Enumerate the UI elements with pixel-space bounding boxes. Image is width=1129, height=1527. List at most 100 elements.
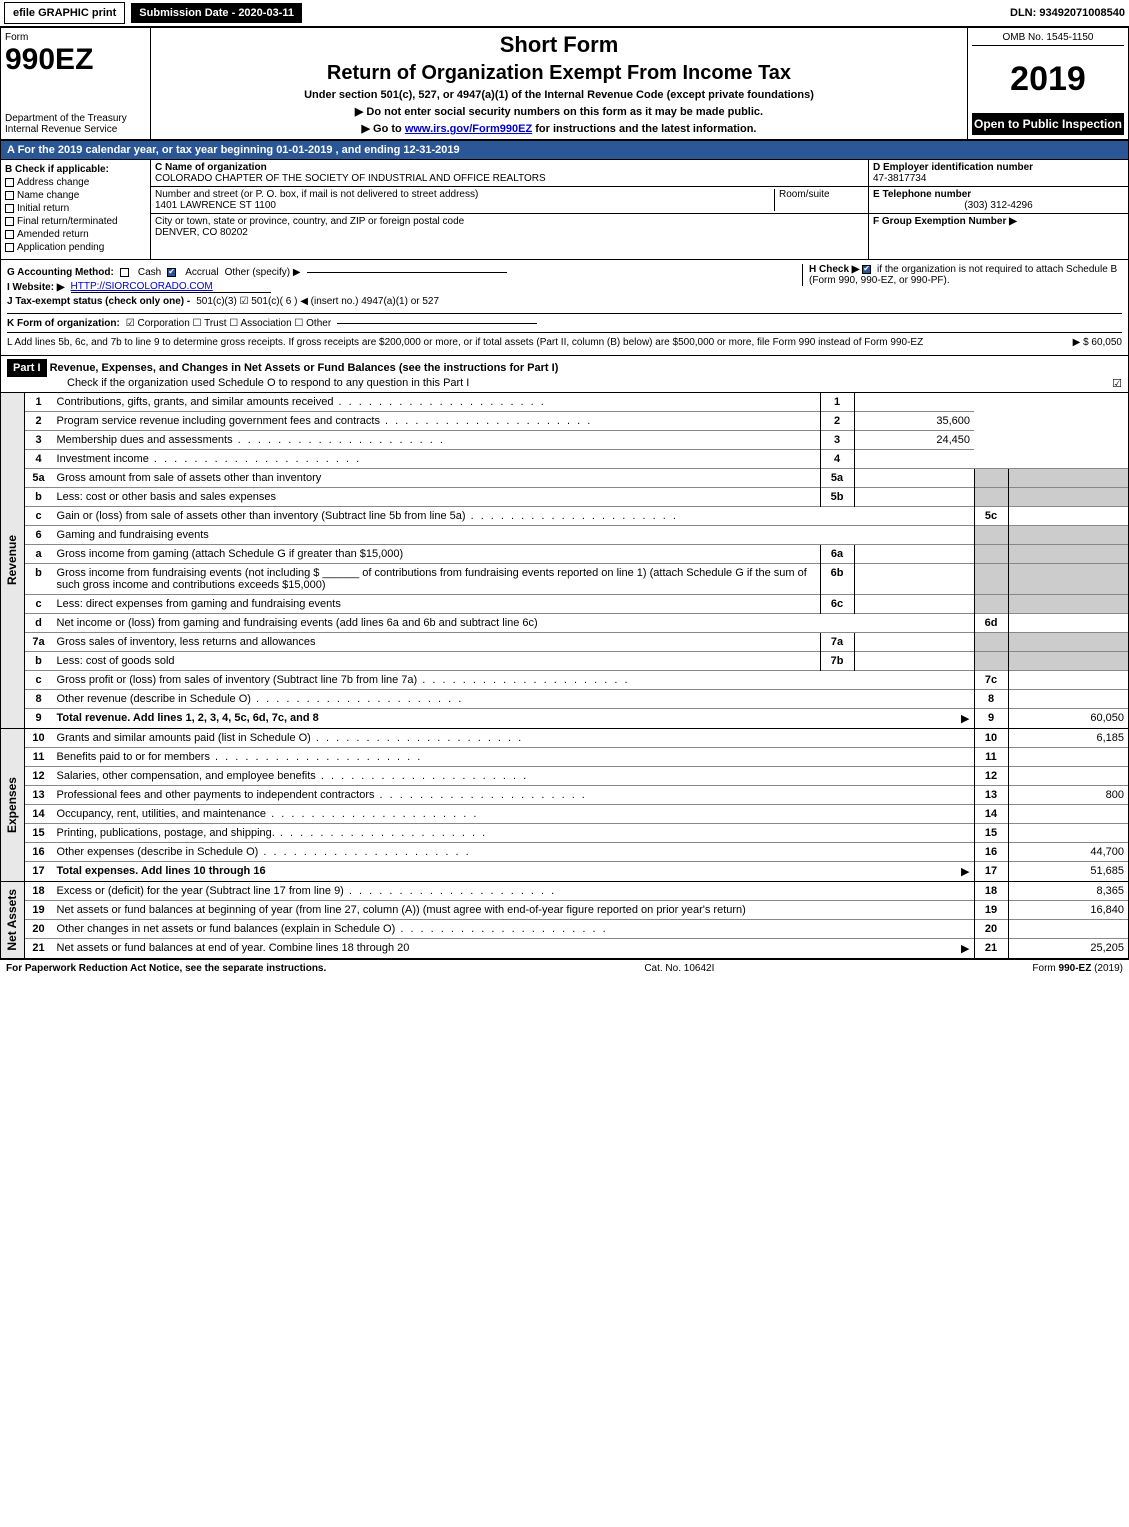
other-specify-input[interactable] xyxy=(307,272,507,273)
line-2-ref: 2 xyxy=(820,412,854,431)
line-6a-sub: 6a xyxy=(820,545,854,564)
line-14-desc: Occupancy, rent, utilities, and maintena… xyxy=(53,805,974,824)
org-street: 1401 LAWRENCE ST 1100 xyxy=(155,200,276,211)
form-subtitle: Under section 501(c), 527, or 4947(a)(1)… xyxy=(304,89,814,101)
line-6b-sub: 6b xyxy=(820,564,854,595)
line-6a-desc: Gross income from gaming (attach Schedul… xyxy=(53,545,820,564)
line-6-shadeval xyxy=(1008,526,1128,545)
efile-print-button[interactable]: efile GRAPHIC print xyxy=(4,2,125,24)
form-org-label: K Form of organization: xyxy=(7,318,120,329)
line-9-num: 9 xyxy=(25,709,53,729)
part-1-check-text: Check if the organization used Schedule … xyxy=(67,377,469,389)
phone-label: E Telephone number xyxy=(873,189,971,200)
dept-label: Department of the Treasury Internal Reve… xyxy=(5,113,146,135)
line-6d-ref: 6d xyxy=(974,614,1008,633)
line-18-desc: Excess or (deficit) for the year (Subtra… xyxy=(53,882,974,901)
line-6d-desc: Net income or (loss) from gaming and fun… xyxy=(53,614,974,633)
opt-accrual: Accrual xyxy=(185,267,218,278)
opt-application-pending: Application pending xyxy=(17,242,104,253)
line-18-ref: 18 xyxy=(974,882,1008,901)
line-7a-subval xyxy=(854,633,974,652)
part-1-title: Revenue, Expenses, and Changes in Net As… xyxy=(50,362,559,374)
line-6c-shade xyxy=(974,595,1008,614)
line-4-ref: 4 xyxy=(820,450,854,469)
line-5b-subval xyxy=(854,488,974,507)
checkbox-name-change[interactable] xyxy=(5,191,14,200)
footer-cat-no: Cat. No. 10642I xyxy=(644,963,714,974)
instructions-link[interactable]: ▶ Go to www.irs.gov/Form990EZ for instru… xyxy=(362,122,757,135)
checkbox-accrual[interactable] xyxy=(167,268,176,277)
line-13-num: 13 xyxy=(25,786,53,805)
line-10-num: 10 xyxy=(25,729,53,748)
line-19-num: 19 xyxy=(25,901,53,920)
line-3-ref: 3 xyxy=(820,431,854,450)
opt-name-change: Name change xyxy=(17,190,79,201)
line-16-num: 16 xyxy=(25,843,53,862)
phone-value: (303) 312-4296 xyxy=(873,200,1124,211)
form-org-other-input[interactable] xyxy=(337,323,537,324)
line-6-shade xyxy=(974,526,1008,545)
opt-initial-return: Initial return xyxy=(17,203,69,214)
line-13-desc: Professional fees and other payments to … xyxy=(53,786,974,805)
box-d: D Employer identification number 47-3817… xyxy=(869,160,1128,187)
part-1-header: Part I Revenue, Expenses, and Changes in… xyxy=(0,356,1129,393)
line-5c-num: c xyxy=(25,507,53,526)
checkbox-final-return[interactable] xyxy=(5,217,14,226)
street-label: Number and street (or P. O. box, if mail… xyxy=(155,189,478,200)
line-5a-sub: 5a xyxy=(820,469,854,488)
line-19-desc: Net assets or fund balances at beginning… xyxy=(53,901,974,920)
line-6-desc: Gaming and fundraising events xyxy=(53,526,974,545)
line-14-ref: 14 xyxy=(974,805,1008,824)
checkbox-initial-return[interactable] xyxy=(5,204,14,213)
box-h-label: H Check ▶ xyxy=(809,264,859,275)
line-9-ref: 9 xyxy=(974,709,1008,729)
ein-value: 47-3817734 xyxy=(873,173,926,184)
line-7b-sub: 7b xyxy=(820,652,854,671)
line-6c-sub: 6c xyxy=(820,595,854,614)
footer-left: For Paperwork Reduction Act Notice, see … xyxy=(6,963,326,974)
checkbox-application-pending[interactable] xyxy=(5,243,14,252)
line-5a-num: 5a xyxy=(25,469,53,488)
box-c: C Name of organization COLORADO CHAPTER … xyxy=(151,160,868,259)
checkbox-schedule-b[interactable] xyxy=(862,265,871,274)
line-a-tax-year: A For the 2019 calendar year, or tax yea… xyxy=(0,140,1129,160)
arrow-icon: ▶ xyxy=(961,942,969,955)
line-10-val: 6,185 xyxy=(1008,729,1128,748)
line-14-val xyxy=(1008,805,1128,824)
meta-block: H Check ▶ if the organization is not req… xyxy=(0,260,1129,356)
line-11-num: 11 xyxy=(25,748,53,767)
box-f: F Group Exemption Number ▶ xyxy=(869,214,1128,229)
room-label: Room/suite xyxy=(779,189,830,200)
checkbox-cash[interactable] xyxy=(120,268,129,277)
box-i: I Website: ▶ HTTP://SIORCOLORADO.COM xyxy=(7,281,802,293)
line-7c-val xyxy=(1008,671,1128,690)
org-city: DENVER, CO 80202 xyxy=(155,227,248,238)
box-l: L Add lines 5b, 6c, and 7b to line 9 to … xyxy=(7,332,1122,348)
line-10-desc: Grants and similar amounts paid (list in… xyxy=(53,729,974,748)
line-21-ref: 21 xyxy=(974,939,1008,959)
line-7c-ref: 7c xyxy=(974,671,1008,690)
line-6-num: 6 xyxy=(25,526,53,545)
line-9-val: 60,050 xyxy=(1008,709,1128,729)
box-e: E Telephone number (303) 312-4296 xyxy=(869,187,1128,214)
short-form-title: Short Form xyxy=(500,32,619,58)
checkbox-address-change[interactable] xyxy=(5,178,14,187)
line-2-desc: Program service revenue including govern… xyxy=(53,412,820,431)
submission-date-button[interactable]: Submission Date - 2020-03-11 xyxy=(131,3,302,23)
part-1-label: Part I xyxy=(7,359,47,377)
line-5c-val xyxy=(1008,507,1128,526)
line-21-val: 25,205 xyxy=(1008,939,1128,959)
line-7a-num: 7a xyxy=(25,633,53,652)
identity-block: B Check if applicable: Address change Na… xyxy=(0,160,1129,260)
line-8-num: 8 xyxy=(25,690,53,709)
line-5b-shade xyxy=(974,488,1008,507)
irs-link[interactable]: www.irs.gov/Form990EZ xyxy=(405,123,532,135)
line-11-desc: Benefits paid to or for members xyxy=(53,748,974,767)
line-8-ref: 8 xyxy=(974,690,1008,709)
line-3-num: 3 xyxy=(25,431,53,450)
ein-label: D Employer identification number xyxy=(873,162,1033,173)
checkbox-amended-return[interactable] xyxy=(5,230,14,239)
dln-label: DLN: 93492071008540 xyxy=(1010,7,1125,19)
line-12-desc: Salaries, other compensation, and employ… xyxy=(53,767,974,786)
website-link[interactable]: HTTP://SIORCOLORADO.COM xyxy=(71,281,271,293)
